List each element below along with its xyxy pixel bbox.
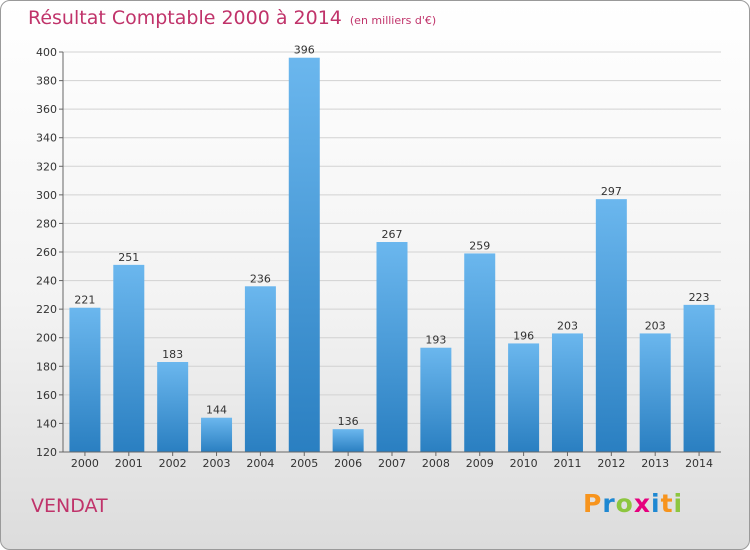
x-tick-label-2011: 2011 (553, 457, 581, 470)
x-tick-label-2003: 2003 (203, 457, 231, 470)
y-tick-label: 160 (36, 389, 57, 402)
x-tick-label-2014: 2014 (685, 457, 713, 470)
bar-2010 (508, 343, 540, 452)
x-tick-label-2009: 2009 (466, 457, 494, 470)
x-tick-label-2010: 2010 (510, 457, 538, 470)
y-tick-label: 400 (36, 46, 57, 59)
bar-2008 (420, 347, 452, 452)
x-tick-label-2000: 2000 (71, 457, 99, 470)
proxiti-logo: Proxiti (583, 489, 683, 518)
x-tick-label-2007: 2007 (378, 457, 406, 470)
data-label-2007: 267 (382, 228, 403, 241)
logo-letter: t (660, 489, 674, 518)
data-label-2006: 136 (338, 415, 359, 428)
bars (69, 57, 715, 452)
labels: 120 140 160 180 200 220 240 260 280 300 320 340 360 3… (36, 44, 713, 470)
bar-2003 (201, 417, 233, 452)
y-tick-label: 300 (36, 189, 57, 202)
x-tick-label-2006: 2006 (334, 457, 362, 470)
y-tick-label: 320 (36, 160, 57, 173)
chart-title: Résultat Comptable 2000 à 2014 (en millie… (28, 7, 436, 29)
y-tick-label: 380 (36, 75, 57, 88)
y-tick-label: 200 (36, 332, 57, 345)
data-label-2008: 193 (425, 334, 446, 347)
bar-2006 (332, 429, 364, 452)
x-tick-label-2012: 2012 (597, 457, 625, 470)
bar-2013 (639, 333, 671, 452)
y-tick-label: 120 (36, 446, 57, 459)
y-tick-label: 260 (36, 246, 57, 259)
data-label-2000: 221 (74, 294, 95, 307)
x-tick-label-2004: 2004 (246, 457, 274, 470)
logo-letter: i (651, 489, 661, 518)
logo-letter: i (673, 489, 684, 518)
bar-2011 (551, 333, 583, 452)
axes (59, 51, 721, 456)
logo-letter: r (602, 489, 616, 518)
data-label-2004: 236 (250, 272, 271, 285)
x-tick-label-2001: 2001 (115, 457, 143, 470)
bar-2000 (69, 307, 101, 452)
data-label-2003: 144 (206, 404, 227, 417)
y-tick-label: 360 (36, 103, 57, 116)
logo-letter: o (615, 489, 634, 518)
data-label-2014: 223 (689, 291, 710, 304)
y-tick-label: 140 (36, 417, 57, 430)
y-tick-label: 280 (36, 217, 57, 230)
data-label-2012: 297 (601, 185, 622, 198)
x-tick-label-2008: 2008 (422, 457, 450, 470)
data-label-2011: 203 (557, 319, 578, 332)
place-name: VENDAT (31, 495, 108, 517)
y-tick-label: 220 (36, 303, 57, 316)
y-tick-label: 240 (36, 275, 57, 288)
bar-2014 (683, 304, 715, 452)
data-label-2010: 196 (513, 329, 534, 342)
logo-letter: P (583, 489, 603, 518)
bar-2005 (288, 57, 320, 452)
bar-2009 (464, 253, 496, 452)
bar-2001 (113, 264, 145, 452)
data-label-2001: 251 (118, 251, 139, 264)
bar-2007 (376, 242, 408, 452)
x-tick-label-2013: 2013 (641, 457, 669, 470)
y-tick-label: 340 (36, 132, 57, 145)
logo-letter: x (633, 489, 651, 518)
bar-2012 (595, 199, 627, 452)
bar-2004 (244, 286, 276, 452)
data-label-2009: 259 (469, 239, 490, 252)
chart-subtitle: (en milliers d'€) (349, 14, 437, 27)
data-label-2002: 183 (162, 348, 183, 361)
x-tick-label-2002: 2002 (159, 457, 187, 470)
data-label-2005: 396 (294, 44, 315, 57)
data-label-2013: 203 (645, 319, 666, 332)
x-tick-label-2005: 2005 (290, 457, 318, 470)
y-tick-label: 180 (36, 360, 57, 373)
chart-title-text: Résultat Comptable 2000 à 2014 (28, 7, 342, 29)
bar-2002 (157, 362, 189, 452)
